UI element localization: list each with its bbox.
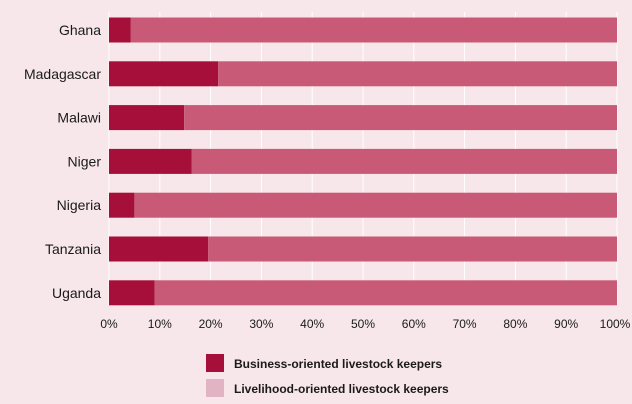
bar-livelihood-malawi	[184, 105, 617, 131]
bar-business-madagascar	[109, 61, 219, 87]
category-labels: Ghana Madagascar Malawi Niger Nigeria Tanzani…	[24, 22, 101, 301]
legend-label: Livelihood-oriented livestock keepers	[234, 382, 449, 396]
category-label: Niger	[68, 153, 102, 169]
bar-business-tanzania	[109, 236, 209, 262]
category-label: Ghana	[59, 22, 101, 38]
category-label: Nigeria	[57, 197, 102, 213]
x-tick-label: 50%	[351, 317, 375, 331]
x-tick-label: 90%	[554, 317, 578, 331]
x-tick-label: 20%	[199, 317, 223, 331]
bar-business-malawi	[109, 105, 185, 131]
x-tick-label: 10%	[148, 317, 172, 331]
category-label: Tanzania	[45, 241, 101, 257]
category-label: Uganda	[52, 285, 101, 301]
bar-business-nigeria	[109, 192, 135, 218]
x-tick-label: 30%	[249, 317, 273, 331]
legend: Business-oriented livestock keepers Livel…	[206, 354, 449, 397]
x-tick-label: 40%	[300, 317, 324, 331]
category-label: Madagascar	[24, 66, 101, 82]
bar-business-niger	[109, 148, 192, 174]
x-tick-label: 80%	[503, 317, 527, 331]
legend-label: Business-oriented livestock keepers	[234, 357, 442, 371]
bar-livelihood-tanzania	[208, 236, 617, 262]
category-label: Malawi	[57, 110, 101, 126]
x-tick-label: 0%	[100, 317, 118, 331]
legend-swatch	[206, 379, 224, 397]
x-tick-label: 60%	[402, 317, 426, 331]
legend-swatch	[206, 354, 224, 372]
bar-livelihood-uganda	[154, 280, 617, 306]
bar-livelihood-niger	[191, 148, 617, 174]
x-tick-label: 70%	[453, 317, 477, 331]
bar-livelihood-nigeria	[134, 192, 617, 218]
bar-business-ghana	[109, 17, 131, 43]
bars	[109, 17, 617, 306]
bar-livelihood-madagascar	[218, 61, 617, 87]
x-tick-label: 100%	[600, 317, 631, 331]
bar-business-uganda	[109, 280, 155, 306]
x-axis-tick-labels: 0% 10% 20% 30% 40% 50% 60% 70% 80% 90% 100%	[100, 317, 630, 331]
bar-livelihood-ghana	[130, 17, 617, 43]
